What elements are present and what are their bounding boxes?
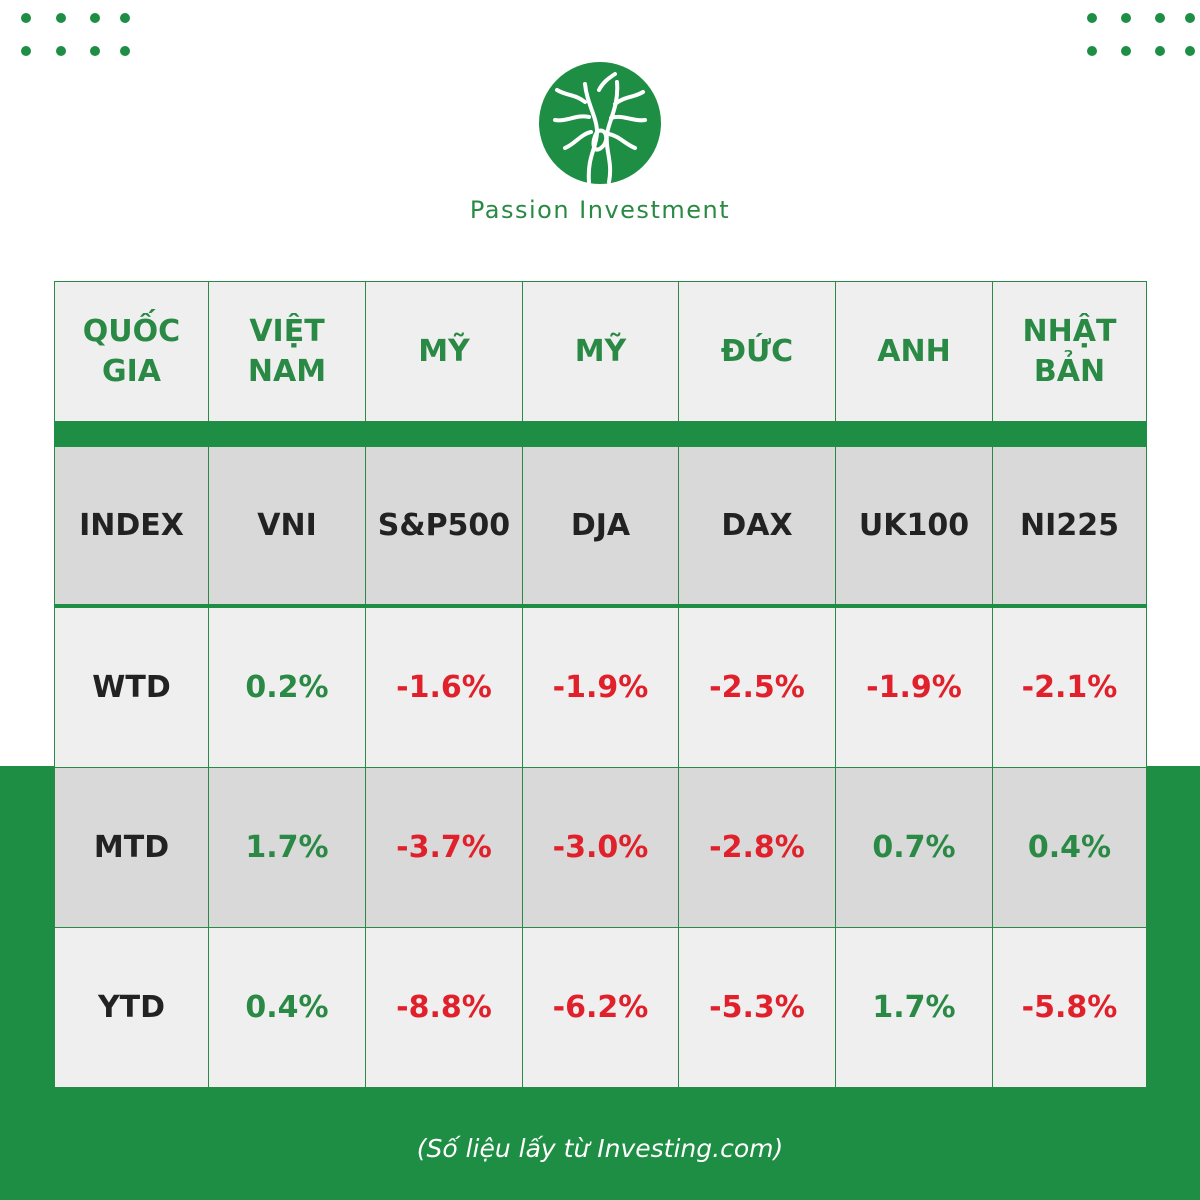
dot-icon	[1155, 46, 1165, 56]
value-cell: -1.9%	[522, 605, 679, 768]
header-cell-japan: NHẬT BẢN	[992, 281, 1147, 422]
value-cell: 1.7%	[208, 767, 366, 928]
dot-icon	[1185, 13, 1195, 23]
dot-icon	[120, 13, 130, 23]
index-cell-vni: VNI	[208, 446, 366, 608]
value-cell: -2.8%	[678, 767, 836, 928]
row-label-ytd: YTD	[54, 927, 209, 1088]
index-cell-label: INDEX	[54, 446, 209, 608]
tree-logo-icon	[539, 62, 661, 184]
index-cell-dax: DAX	[678, 446, 836, 608]
index-cell-dja: DJA	[522, 446, 679, 608]
header-cell-vietnam: VIỆT NAM	[208, 281, 366, 422]
value-cell: -5.8%	[992, 927, 1147, 1088]
header-cell-uk: ANH	[835, 281, 993, 422]
header-cell-usa-2: MỸ	[522, 281, 679, 422]
value-cell: -2.5%	[678, 605, 836, 768]
dot-icon	[56, 13, 66, 23]
value-cell: 1.7%	[835, 927, 993, 1088]
value-cell: -5.3%	[678, 927, 836, 1088]
source-note: (Số liệu lấy từ Investing.com)	[416, 1134, 784, 1163]
value-cell: 0.4%	[208, 927, 366, 1088]
value-cell: -3.7%	[365, 767, 523, 928]
value-cell: -6.2%	[522, 927, 679, 1088]
dot-icon	[90, 13, 100, 23]
country-header-row: QUỐC GIA VIỆT NAM MỸ MỸ ĐỨC ANH NHẬT BẢN	[54, 281, 1147, 422]
dot-icon	[21, 13, 31, 23]
header-cell-usa-1: MỸ	[365, 281, 523, 422]
separator-row	[54, 421, 1147, 447]
row-label-mtd: MTD	[54, 767, 209, 928]
value-cell: -1.6%	[365, 605, 523, 768]
header-cell-germany: ĐỨC	[678, 281, 836, 422]
dot-icon	[1087, 13, 1097, 23]
value-cell: -8.8%	[365, 927, 523, 1088]
dot-icon	[1185, 46, 1195, 56]
dot-icon	[21, 46, 31, 56]
dot-icon	[1121, 13, 1131, 23]
index-cell-uk100: UK100	[835, 446, 993, 608]
index-cell-ni225: NI225	[992, 446, 1147, 608]
table-row: WTD 0.2% -1.6% -1.9% -2.5% -1.9% -2.1%	[54, 605, 1147, 768]
value-cell: 0.7%	[835, 767, 993, 928]
dot-icon	[1121, 46, 1131, 56]
table-row: YTD 0.4% -8.8% -6.2% -5.3% 1.7% -5.8%	[54, 927, 1147, 1088]
value-cell: -3.0%	[522, 767, 679, 928]
dot-icon	[120, 46, 130, 56]
dot-icon	[1087, 46, 1097, 56]
green-separator	[54, 421, 1147, 447]
table-row: MTD 1.7% -3.7% -3.0% -2.8% 0.7% 0.4%	[54, 767, 1147, 928]
header-cell-country-label: QUỐC GIA	[54, 281, 209, 422]
value-cell: 0.4%	[992, 767, 1147, 928]
value-cell: -2.1%	[992, 605, 1147, 768]
dot-icon	[90, 46, 100, 56]
value-cell: 0.2%	[208, 605, 366, 768]
row-label-wtd: WTD	[54, 605, 209, 768]
value-cell: -1.9%	[835, 605, 993, 768]
index-row: INDEX VNI S&P500 DJA DAX UK100 NI225	[54, 446, 1147, 608]
index-cell-sp500: S&P500	[365, 446, 523, 608]
index-performance-table: QUỐC GIA VIỆT NAM MỸ MỸ ĐỨC ANH NHẬT BẢN IN…	[54, 281, 1147, 1088]
brand-name: Passion Investment	[469, 196, 731, 224]
dot-icon	[1155, 13, 1165, 23]
dot-icon	[56, 46, 66, 56]
